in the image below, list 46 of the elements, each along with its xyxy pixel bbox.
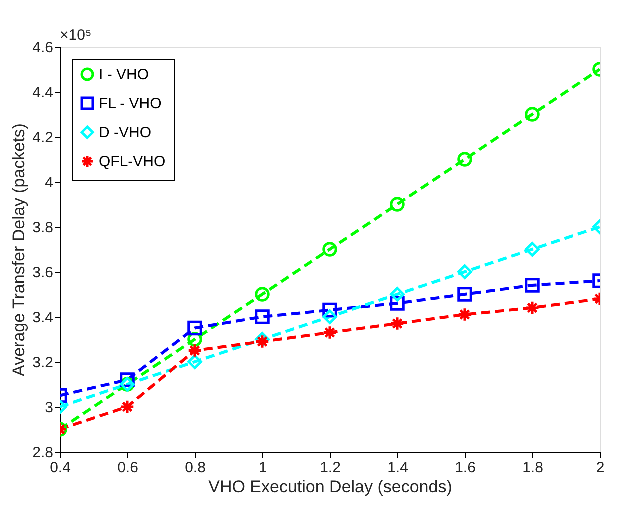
x-tick-label: 2: [596, 460, 605, 476]
y-tick-label: 3.2: [32, 354, 54, 372]
point: [525, 107, 540, 122]
point: [188, 354, 202, 370]
point: [120, 400, 135, 414]
y-tick-label: 4.2: [32, 130, 54, 146]
point: [255, 287, 270, 302]
point: [188, 320, 202, 336]
point: [525, 300, 540, 316]
point: [390, 287, 405, 302]
legend-label: FL - VHO: [99, 96, 162, 112]
x-tick-label: 1.4: [388, 460, 408, 476]
point: [458, 307, 472, 322]
x-tick-label: 0.6: [118, 460, 138, 476]
x-axis-title: VHO Execution Delay (seconds): [208, 478, 452, 496]
point: [458, 264, 472, 280]
point: [525, 242, 540, 257]
point: [390, 197, 405, 212]
point: [255, 310, 270, 324]
point: [525, 278, 540, 293]
point: [322, 242, 338, 257]
x-tick-label: 0.4: [50, 460, 71, 476]
point: [390, 316, 405, 332]
point: [458, 287, 472, 302]
y-tick-label: 4: [45, 174, 54, 192]
legend-label: I - VHO: [99, 66, 150, 84]
x-tick-label: 1.8: [522, 460, 544, 476]
y-tick-label: 2.8: [32, 444, 54, 462]
point: [188, 343, 202, 358]
x-tick-label: 1: [258, 460, 268, 476]
y-tick-label: 3.8: [32, 220, 54, 236]
y-axis-title: Average Transfer Delay (packets): [10, 124, 29, 376]
x-tick-label: 1.2: [320, 460, 341, 476]
y-tick-label: 4.4: [32, 84, 54, 102]
x-tick-label: 1.6: [455, 460, 476, 476]
y-tick-label: 3.4: [32, 310, 54, 326]
point: [322, 310, 338, 324]
point: [322, 325, 338, 340]
y-tick-label: 4.6: [32, 40, 54, 56]
legend-label: QFL-VHO: [99, 154, 166, 170]
text: ×10⁵: [60, 27, 92, 44]
point: [458, 152, 472, 167]
y-tick-label: 3: [45, 400, 54, 416]
y-tick-label: 3.6: [32, 264, 54, 282]
x-tick-label: 0.8: [185, 460, 206, 476]
legend-label: D -VHO: [99, 124, 152, 142]
